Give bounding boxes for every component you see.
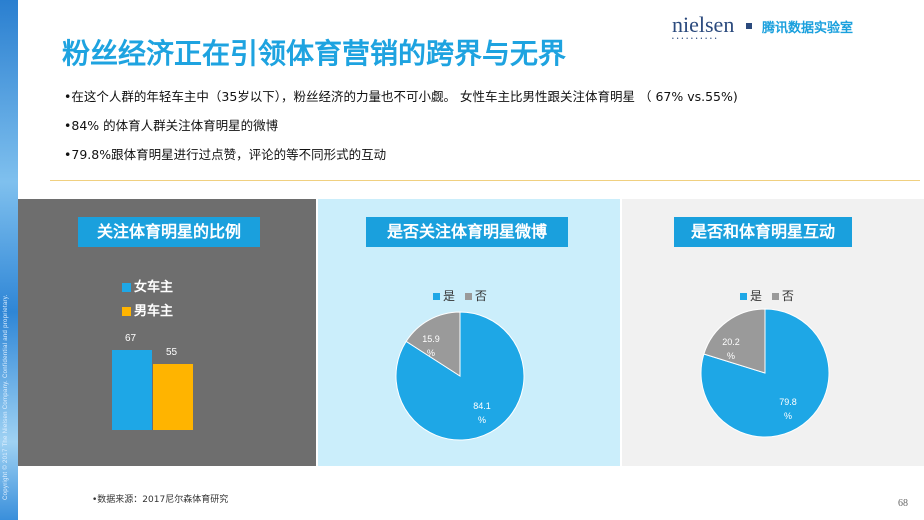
bar-male <box>153 364 193 430</box>
panel-title: 是否和体育明星互动 <box>674 217 852 247</box>
decorative-sidebar: Copyright © 2017 The Nielsen Company. Co… <box>0 0 18 520</box>
pie-value: 20.2 <box>722 337 740 347</box>
pie-value: 84.1 <box>473 401 491 411</box>
legend-swatch <box>464 293 472 300</box>
pie-value: 79.8 <box>779 397 797 407</box>
copyright-text: Copyright © 2017 The Nielsen Company. Co… <box>3 294 9 500</box>
nielsen-logo: nielsen <box>672 12 735 37</box>
pie-legend: 是 否 <box>740 287 794 304</box>
page-number: 68 <box>898 498 908 509</box>
pie-slice-yes <box>700 308 830 438</box>
legend-label: 是 <box>750 289 763 303</box>
bullet-item: •79.8%跟体育明星进行过点赞，评论的等不同形式的互动 <box>64 147 387 162</box>
pie-label: 15.9% <box>422 334 440 358</box>
bar-female <box>112 349 152 430</box>
separator-square-icon <box>746 23 752 29</box>
bar-value-label: 67 <box>125 332 137 344</box>
divider <box>50 180 920 181</box>
bullet-item: •84% 的体育人群关注体育明星的微博 <box>64 118 279 133</box>
legend-item-female: 女车主 <box>122 276 173 295</box>
bar-value-label: 55 <box>166 347 178 358</box>
legend-label: 男车主 <box>134 304 174 319</box>
pie-legend: 是 否 <box>433 287 487 304</box>
pie-slice-no <box>703 308 766 374</box>
pie-label: 84.1% <box>473 401 491 425</box>
logo-dots: •••••••••• <box>672 36 720 42</box>
brand-name: 腾讯数据实验室 <box>762 21 854 36</box>
page-title: 粉丝经济正在引领体育营销的跨界与无界 <box>62 37 567 70</box>
legend-swatch <box>740 293 747 300</box>
legend-swatch <box>122 307 131 316</box>
legend-swatch <box>771 293 779 300</box>
legend-label: 是 <box>443 289 456 303</box>
panel-title: 是否关注体育明星微博 <box>366 217 568 247</box>
pie-chart-weibo <box>395 311 525 441</box>
pie-label: 79.8% <box>779 397 797 421</box>
pie-slice-no <box>405 311 461 377</box>
pie-value: 15.9 <box>422 334 440 344</box>
bullet-item: •在这个人群的年轻车主中（35岁以下），粉丝经济的力量也不可小觑。 女性车主比男… <box>64 89 738 104</box>
data-source: •数据来源：2017尼尔森体育研究 <box>92 495 229 505</box>
bullet-list: •在这个人群的年轻车主中（35岁以下），粉丝经济的力量也不可小觑。 女性车主比男… <box>64 88 738 175</box>
legend-item-male: 男车主 <box>122 300 173 319</box>
legend-swatch <box>122 283 131 292</box>
panel-title: 关注体育明星的比例 <box>78 217 260 247</box>
pie-label: 20.2% <box>722 337 740 361</box>
legend-swatch <box>433 293 440 300</box>
legend-label: 否 <box>474 289 487 303</box>
legend-label: 女车主 <box>134 280 174 295</box>
pie-chart-interaction <box>700 308 830 438</box>
legend-label: 否 <box>781 289 794 303</box>
